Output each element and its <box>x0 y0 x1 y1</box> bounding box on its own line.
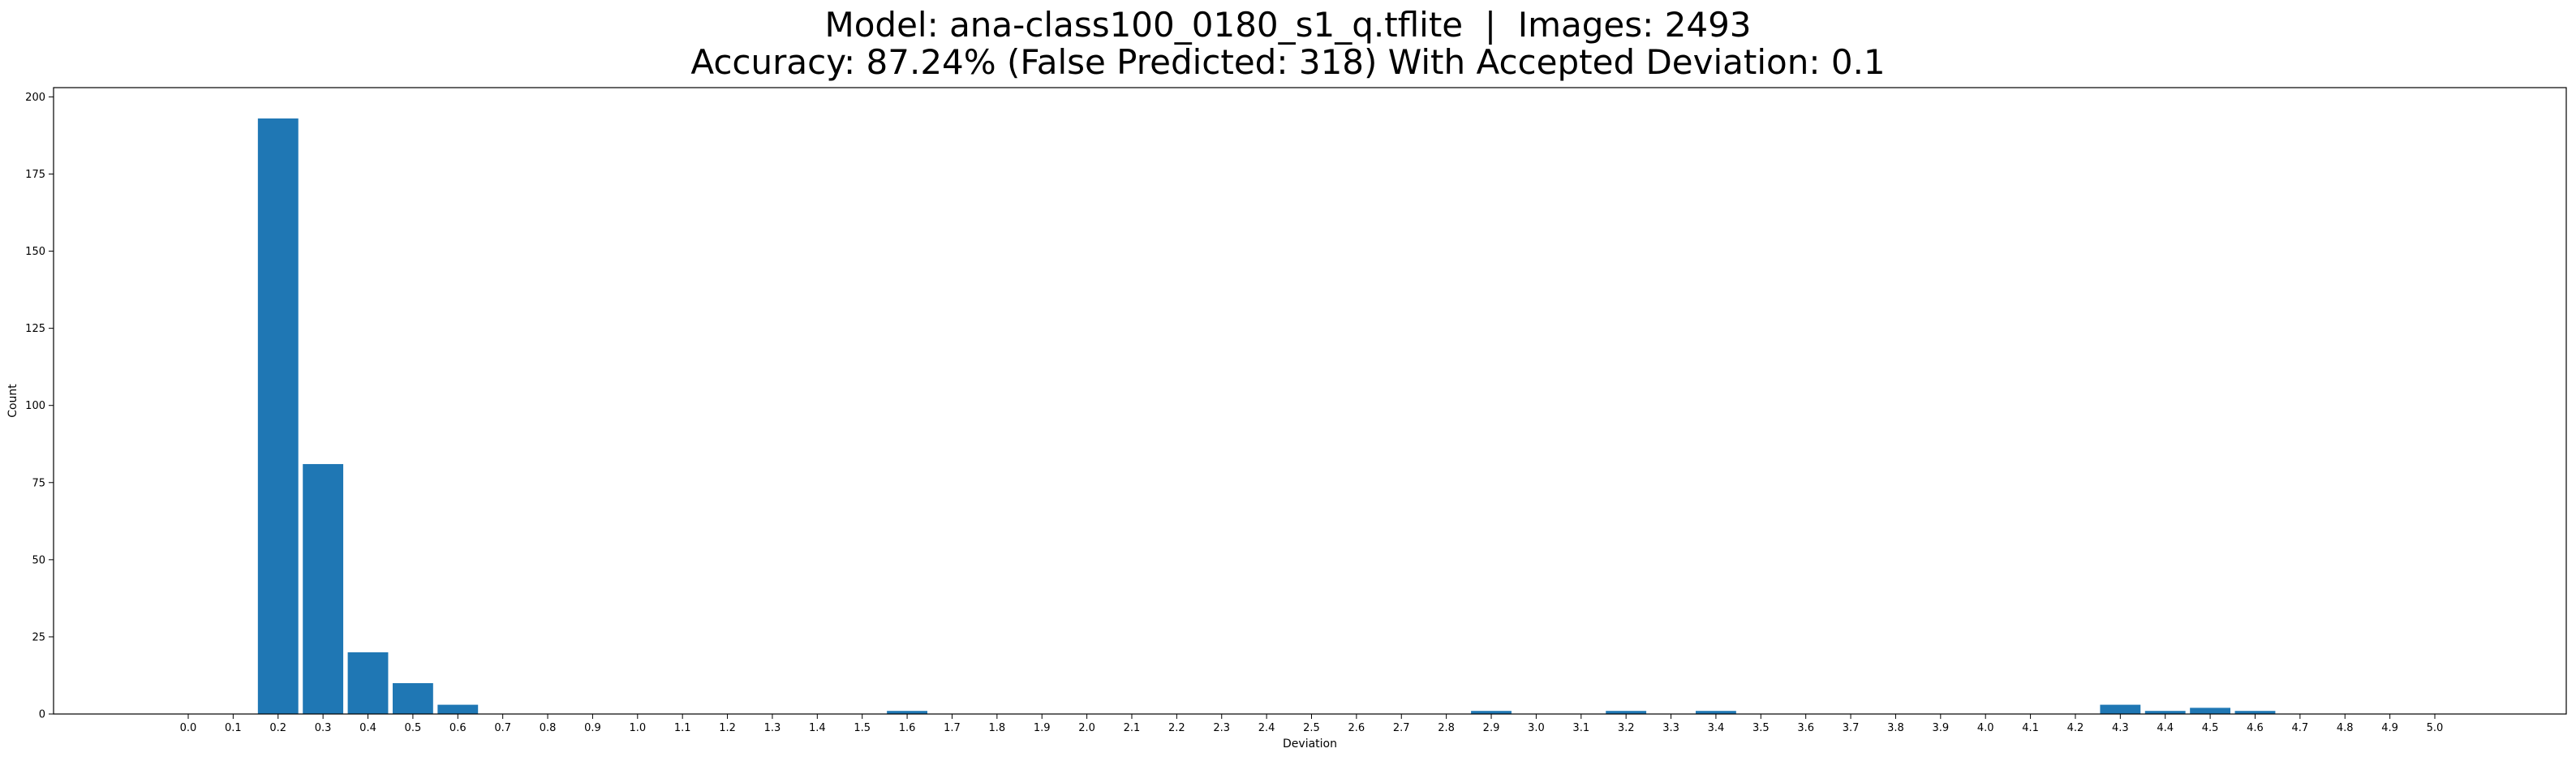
x-tick-label: 0.5 <box>405 722 422 734</box>
x-tick-label: 0.8 <box>540 722 557 734</box>
bar-0.4 <box>347 652 389 714</box>
x-tick-label: 0.2 <box>269 722 286 734</box>
x-tick-label: 2.6 <box>1348 722 1365 734</box>
bar-4.6 <box>2234 711 2276 714</box>
x-tick-label: 2.8 <box>1438 722 1455 734</box>
y-tick-label: 50 <box>32 554 45 566</box>
x-tick-label: 1.6 <box>899 722 916 734</box>
x-tick-label: 4.3 <box>2112 722 2129 734</box>
x-tick-label: 4.5 <box>2202 722 2219 734</box>
x-tick-label: 2.3 <box>1213 722 1230 734</box>
bar-0.5 <box>392 682 433 714</box>
bar-4.3 <box>2100 704 2141 714</box>
x-tick-label: 2.2 <box>1168 722 1185 734</box>
bar-3.2 <box>1606 711 1647 714</box>
y-tick-label: 150 <box>25 246 45 258</box>
x-tick-label: 2.7 <box>1393 722 1410 734</box>
x-tick-label: 1.1 <box>674 722 691 734</box>
y-tick-label: 125 <box>25 323 45 335</box>
x-tick-label: 0.7 <box>494 722 511 734</box>
x-tick-label: 1.9 <box>1034 722 1051 734</box>
x-tick-label: 4.7 <box>2292 722 2309 734</box>
x-tick-label: 0.4 <box>359 722 376 734</box>
x-tick-label: 4.9 <box>2381 722 2398 734</box>
x-tick-label: 4.8 <box>2337 722 2354 734</box>
bars-layer <box>257 118 2276 714</box>
chart-title-line-1: Model: ana-class100_0180_s1_q.tflite | I… <box>824 5 1752 45</box>
bar-0.2 <box>257 118 299 714</box>
bar-0.3 <box>303 463 344 714</box>
x-tick-label: 0.6 <box>449 722 467 734</box>
y-axis-label: Count <box>6 384 19 418</box>
y-tick-label: 0 <box>39 709 45 721</box>
x-tick-label: 2.9 <box>1483 722 1500 734</box>
x-tick-label: 4.1 <box>2022 722 2039 734</box>
bar-4.5 <box>2190 708 2231 714</box>
x-tick-label: 3.1 <box>1572 722 1589 734</box>
x-tick-label: 1.8 <box>988 722 1005 734</box>
x-tick-label: 3.7 <box>1843 722 1860 734</box>
x-tick-label: 4.0 <box>1977 722 1994 734</box>
y-tick-label: 200 <box>25 92 45 104</box>
x-tick-label: 3.5 <box>1752 722 1770 734</box>
x-tick-label: 3.2 <box>1618 722 1635 734</box>
x-tick-label: 4.6 <box>2247 722 2264 734</box>
x-tick-label: 3.9 <box>1932 722 1949 734</box>
x-tick-label: 3.8 <box>1887 722 1904 734</box>
x-tick-label: 2.4 <box>1258 722 1275 734</box>
x-tick-label: 1.7 <box>944 722 961 734</box>
x-tick-label: 2.5 <box>1303 722 1320 734</box>
x-tick-label: 2.1 <box>1124 722 1141 734</box>
x-tick-label: 0.1 <box>225 722 242 734</box>
x-tick-label: 2.0 <box>1078 722 1095 734</box>
x-tick-label: 0.9 <box>584 722 601 734</box>
x-tick-label: 3.4 <box>1708 722 1725 734</box>
x-tick-label: 4.4 <box>2157 722 2174 734</box>
y-tick-label: 175 <box>25 169 45 181</box>
x-tick-label: 3.6 <box>1797 722 1814 734</box>
chart-title-line-2: Accuracy: 87.24% (False Predicted: 318) … <box>690 42 1886 82</box>
x-axis-label: Deviation <box>1283 738 1337 751</box>
y-tick-label: 75 <box>32 477 45 489</box>
bar-1.6 <box>887 711 927 714</box>
x-tick-label: 1.4 <box>809 722 826 734</box>
x-tick-label: 1.0 <box>629 722 646 734</box>
bar-0.6 <box>437 704 479 714</box>
x-tick-label: 1.2 <box>719 722 736 734</box>
x-tick-label: 4.2 <box>2067 722 2084 734</box>
x-tick-label: 0.0 <box>180 722 197 734</box>
bar-3.4 <box>1696 711 1736 714</box>
x-tick-label: 3.3 <box>1662 722 1679 734</box>
x-tick-label: 1.3 <box>764 722 781 734</box>
ticks-layer: 0.0 0.1 0.2 0.3 0.4 0.5 0.6 0.7 0.8 0.9 1.0 1.1 1.2 1… <box>25 92 2443 734</box>
y-tick-label: 100 <box>25 400 45 412</box>
bar-2.9 <box>1471 711 1512 714</box>
y-tick-label: 25 <box>32 631 45 643</box>
plot-frame <box>53 87 2567 715</box>
bar-4.4 <box>2144 711 2186 714</box>
x-tick-label: 0.3 <box>315 722 332 734</box>
x-tick-label: 1.5 <box>854 722 871 734</box>
x-tick-label: 3.0 <box>1528 722 1545 734</box>
x-tick-label: 5.0 <box>2427 722 2444 734</box>
